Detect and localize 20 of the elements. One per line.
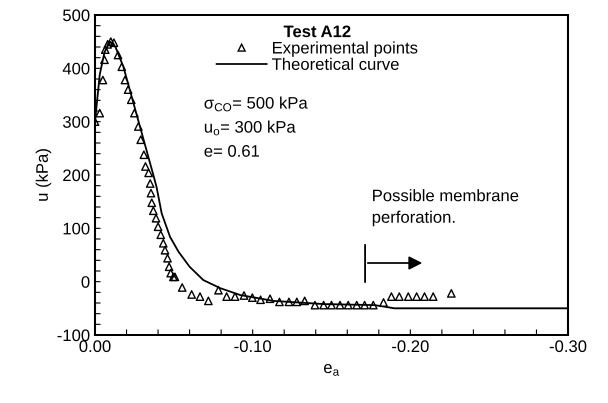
y-tick-label: 100 — [64, 222, 90, 235]
y-tick-label: 300 — [62, 116, 90, 128]
x-tick-label: -0.20 — [392, 340, 429, 352]
annotation: σ$_{CO}$= 500 kPa — [204, 96, 308, 112]
x-axis-title: e$_{a}$ — [324, 364, 340, 376]
x-tick-label: 0.00 — [79, 340, 111, 352]
y-tick-label: 200 — [63, 169, 90, 182]
y-tick-label: 0 — [82, 276, 90, 288]
legend-label: Experimental points — [272, 41, 418, 57]
legend-label: Theoretical curve — [272, 58, 399, 70]
annotation: Possible membrane perforation. — [372, 189, 518, 226]
annotation: e= 0.61 — [204, 145, 260, 157]
y-tick-label: 400 — [62, 62, 90, 75]
x-tick-label: -0.10 — [234, 340, 272, 352]
legend-title: Test A12 — [284, 25, 350, 38]
y-tick-label: 500 — [63, 9, 90, 22]
x-tick-label: -0.30 — [550, 340, 586, 352]
y-axis-title: u (kPa) — [36, 149, 52, 201]
annotation: u$_{o}$= 300 kPa — [204, 120, 296, 136]
y-tick-label: -100 — [58, 329, 90, 342]
